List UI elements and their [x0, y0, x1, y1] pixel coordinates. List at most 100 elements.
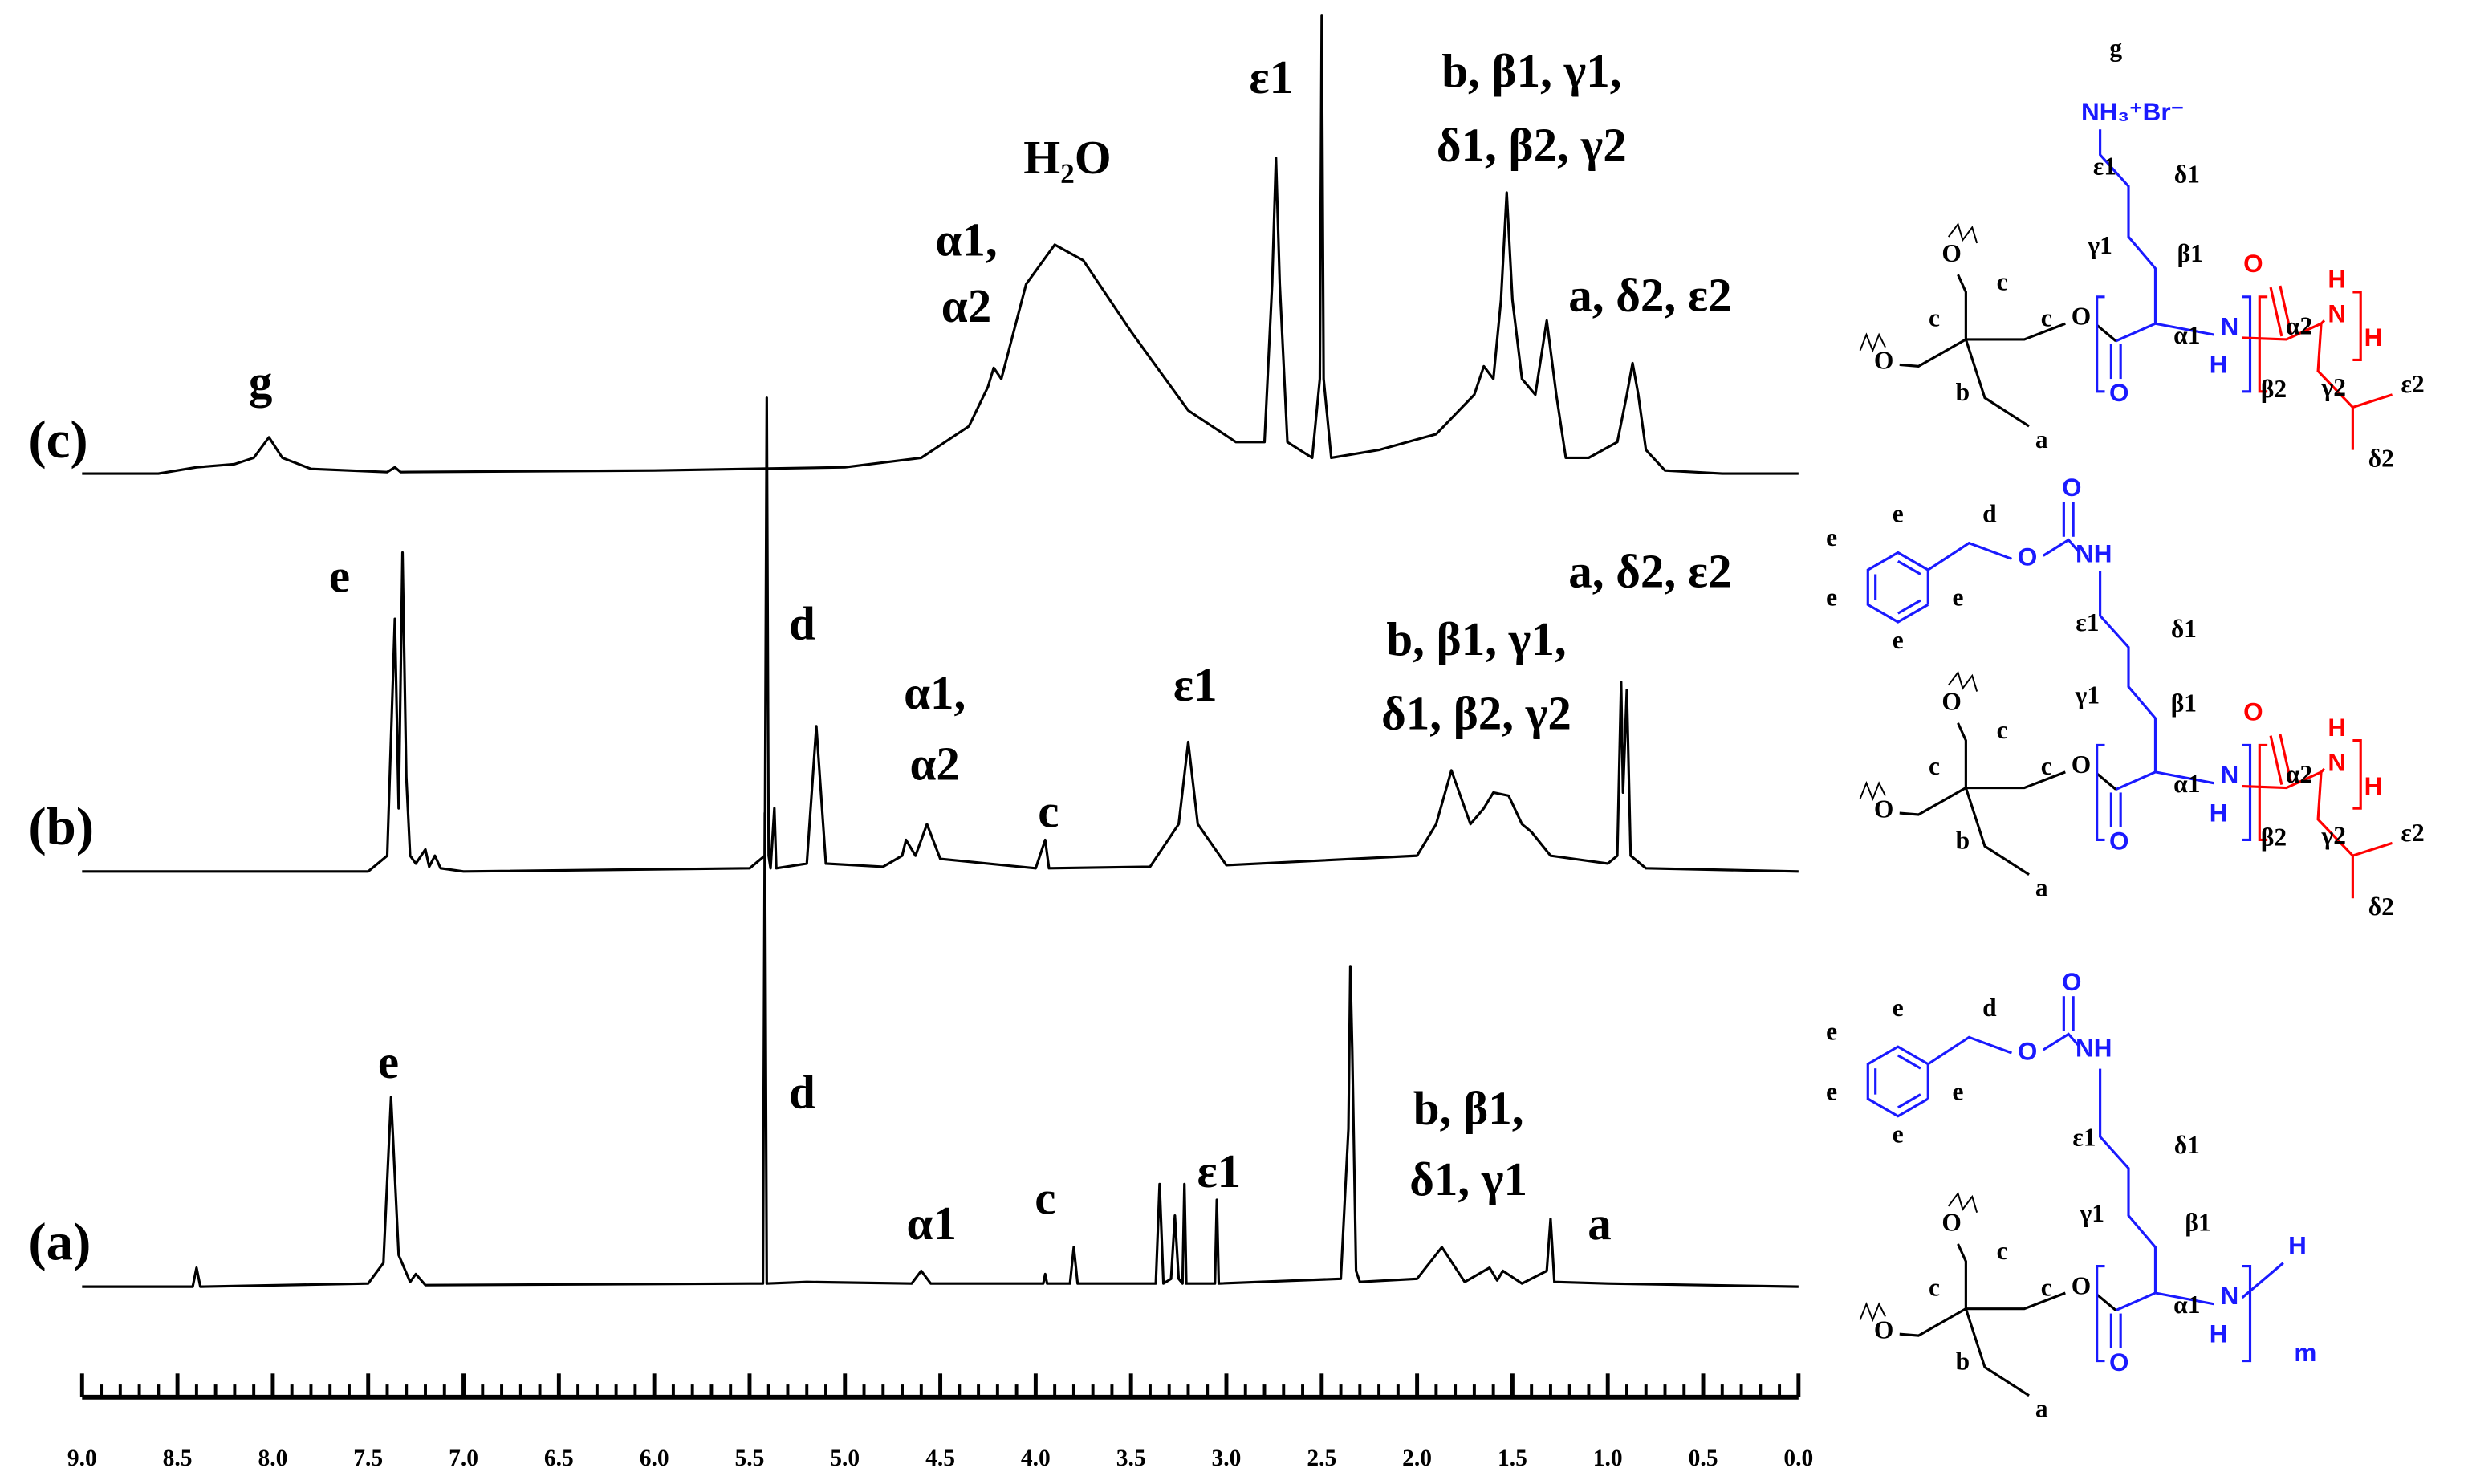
structure-label: O [2062, 968, 2081, 996]
peak-annotation: α1, [904, 666, 966, 719]
structure-label: N [2221, 312, 2239, 340]
bond [1964, 1308, 2030, 1397]
peak-annotation: b, β1, γ1, [1441, 44, 1621, 97]
bond [1957, 1243, 1967, 1309]
x-tick-label: 0.5 [1689, 1445, 1718, 1471]
bond [1957, 274, 1967, 339]
x-tick-label: 3.0 [1212, 1445, 1242, 1471]
peak-annotation: α2 [941, 279, 991, 332]
structure-label: O [1874, 347, 1893, 375]
x-tick-label: 2.0 [1402, 1445, 1432, 1471]
x-tick-label: 5.0 [830, 1445, 860, 1471]
peak-annotation: α1 [907, 1197, 957, 1250]
bond [1966, 322, 2066, 341]
structure-label: γ2 [2321, 373, 2346, 401]
structure-label: b [1956, 378, 1970, 406]
peak-annotation: δ1, β2, γ2 [1381, 687, 1571, 740]
bond [1957, 722, 1967, 788]
structure-label: c [2041, 304, 2052, 332]
peak-annotation: b, β1, [1413, 1081, 1524, 1134]
bond [1964, 339, 2030, 428]
structure-label: ε2 [2401, 819, 2425, 847]
structure-label: O [1874, 795, 1893, 823]
structure-label: c [1997, 1237, 2008, 1265]
structure-label: e [1893, 1120, 1904, 1148]
structure-label: e [1893, 626, 1904, 654]
structure-label: β1 [2177, 239, 2203, 267]
structure-label: b [1956, 827, 1970, 855]
structure-label: N [2328, 300, 2346, 328]
structure-label: O [1874, 1315, 1893, 1344]
structure-label: c [1997, 267, 2008, 295]
bond [2241, 1262, 2284, 1299]
structure-label: γ2 [2321, 822, 2346, 850]
structure-label: e [1953, 1077, 1964, 1105]
structure-label: H [2210, 799, 2228, 827]
bond [2352, 738, 2362, 810]
x-tick-label: 5.5 [735, 1445, 765, 1471]
bond [1897, 559, 1921, 575]
bond [2269, 735, 2283, 785]
structure-label: e [1953, 583, 1964, 612]
x-tick-label: 1.0 [1593, 1445, 1623, 1471]
bond [1897, 1054, 1921, 1070]
bond [1899, 787, 1967, 816]
x-tick-label: 8.5 [163, 1445, 193, 1471]
structure-label: α1 [2173, 321, 2200, 349]
x-tick-label: 2.5 [1307, 1445, 1336, 1471]
peak-annotation: δ1, γ1 [1409, 1153, 1527, 1205]
bond [2258, 743, 2268, 842]
x-tick-label: 7.0 [449, 1445, 478, 1471]
structure-label: e [1893, 499, 1904, 527]
bond [2242, 295, 2252, 393]
structure-label: O [2109, 379, 2128, 407]
bond [2242, 319, 2326, 341]
x-tick-label: 6.5 [544, 1445, 574, 1471]
peak-annotation: ε1 [1173, 658, 1218, 711]
bond [2042, 538, 2081, 557]
structure-label: ε1 [2076, 608, 2099, 636]
bond [1927, 1035, 2012, 1066]
structure-label: m [2294, 1339, 2316, 1367]
bond [1866, 1045, 1929, 1118]
x-tick-label: 8.0 [258, 1445, 287, 1471]
bond [1947, 222, 1978, 244]
bond [2279, 285, 2293, 335]
peak-annotation: a, δ2, ε2 [1568, 545, 1731, 598]
structure-label: H [2364, 772, 2383, 800]
structure-label: O [2243, 697, 2263, 726]
structure-label: c [1929, 304, 1940, 332]
structure-label: H [2210, 1319, 2228, 1348]
structure-label: H [2328, 265, 2346, 293]
bond [1927, 541, 2012, 571]
structure-label: H [2288, 1231, 2307, 1259]
structure-label: d [1982, 499, 1997, 527]
structure-label: α1 [2173, 770, 2200, 798]
peak-annotation: b, β1, γ1, [1386, 612, 1566, 665]
spectrum-label: (c) [28, 410, 87, 470]
structure-label: O [2062, 474, 2081, 502]
structure-label: ε2 [2401, 370, 2425, 398]
structure-label: c [2041, 752, 2052, 780]
structure-label: O [1941, 1209, 1961, 1237]
structure-label: e [1893, 994, 1904, 1022]
bond [2316, 771, 2393, 857]
x-tick-label: 4.5 [925, 1445, 955, 1471]
structure-label: c [1929, 1273, 1940, 1301]
structure-label: δ2 [2368, 445, 2394, 473]
structure-label: O [2243, 250, 2263, 278]
structure-label: O [2072, 303, 2091, 331]
bond [2096, 1264, 2105, 1363]
x-tick-label: 1.5 [1498, 1445, 1527, 1471]
structure-label: b [1956, 1348, 1970, 1376]
x-tick-label: 6.0 [640, 1445, 669, 1471]
bond [1947, 670, 1978, 692]
bond [2242, 767, 2326, 790]
bond [2096, 1293, 2117, 1311]
structure-label: β1 [2185, 1209, 2210, 1237]
structure-label: a [2035, 1395, 2048, 1423]
bond [1897, 599, 1921, 615]
structure-label: β2 [2261, 375, 2287, 403]
structure-label: O [2018, 543, 2037, 571]
